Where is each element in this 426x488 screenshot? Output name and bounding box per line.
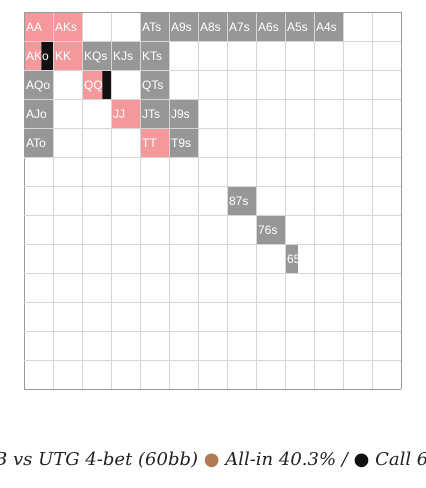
legend-call: Call 6	[375, 449, 426, 470]
segment-call	[41, 41, 53, 70]
segment-allin	[53, 41, 82, 70]
hand-label: A9s	[171, 20, 192, 34]
segment-allin	[24, 41, 42, 70]
segment-allin	[111, 99, 140, 128]
legend-prefix: B vs UTG 4-bet (60bb)	[0, 449, 199, 470]
segment-fold	[140, 12, 169, 41]
segment-fold	[227, 186, 256, 215]
hand-cell-a4s[interactable]: A4s	[314, 12, 343, 41]
hand-label: A7s	[229, 20, 250, 34]
segment-fold	[140, 41, 169, 70]
segment-allin	[53, 12, 82, 41]
hand-label: J9s	[171, 107, 190, 121]
hand-label: JJ	[113, 107, 125, 121]
hand-cell-kk[interactable]: KK	[53, 41, 82, 70]
grid-lines	[24, 12, 402, 390]
segment-fold	[24, 99, 53, 128]
hand-cell-a5s[interactable]: A5s	[285, 12, 314, 41]
hand-label: 76s	[258, 223, 277, 237]
segment-fold	[285, 12, 314, 41]
hand-cell-aks[interactable]: AKs	[53, 12, 82, 41]
hand-cell-qq[interactable]: QQ	[82, 70, 111, 99]
segment-fold	[256, 215, 285, 244]
segment-fold	[198, 12, 227, 41]
hand-cell-ato[interactable]: ATo	[24, 128, 53, 157]
hand-cell-aa[interactable]: AA	[24, 12, 53, 41]
hand-cell-tt[interactable]: TT	[140, 128, 169, 157]
hand-cell-a7s[interactable]: A7s	[227, 12, 256, 41]
hand-label: A4s	[316, 20, 337, 34]
segment-allin	[24, 12, 53, 41]
segment-allin	[82, 70, 103, 99]
segment-fold	[256, 12, 285, 41]
hand-cell-76s[interactable]: 76s	[256, 215, 285, 244]
chart-legend: B vs UTG 4-bet (60bb) ● All-in 40.3% / ●…	[0, 449, 426, 475]
hand-cell-a9s[interactable]: A9s	[169, 12, 198, 41]
hand-label: 65s	[287, 252, 306, 266]
segment-allin	[140, 128, 169, 157]
segment-fold	[227, 12, 256, 41]
hand-cell-a6s[interactable]: A6s	[256, 12, 285, 41]
segment-fold	[314, 12, 343, 41]
hand-cell-65s[interactable]: 65s	[285, 244, 306, 273]
hand-label: A5s	[287, 20, 308, 34]
segment-fold	[285, 244, 299, 273]
hand-label: JTs	[142, 107, 160, 121]
call-dot-icon: ●	[353, 449, 370, 470]
segment-fold	[169, 128, 198, 157]
hand-cell-jj[interactable]: JJ	[111, 99, 140, 128]
hand-label: T9s	[171, 136, 191, 150]
hand-cell-aqo[interactable]: AQo	[24, 70, 53, 99]
hand-cell-kqs[interactable]: KQs	[82, 41, 111, 70]
legend-separator: /	[341, 449, 348, 470]
hand-label: AA	[26, 20, 42, 34]
hand-cell-jts[interactable]: JTs	[140, 99, 169, 128]
hand-label: QQ	[84, 78, 103, 92]
hand-cell-t9s[interactable]: T9s	[169, 128, 198, 157]
segment-fold	[169, 12, 198, 41]
hand-label: KQs	[84, 49, 107, 63]
hand-cell-ats[interactable]: ATs	[140, 12, 169, 41]
segment-call	[102, 70, 111, 99]
segment-fold	[111, 41, 140, 70]
segment-fold	[140, 70, 169, 99]
hand-cell-kts[interactable]: KTs	[140, 41, 169, 70]
hand-cell-a8s[interactable]: A8s	[198, 12, 227, 41]
segment-fold	[24, 128, 53, 157]
hand-cell-qts[interactable]: QTs	[140, 70, 169, 99]
hand-label: AKo	[26, 49, 49, 63]
hand-label: AQo	[26, 78, 50, 92]
hand-label: KJs	[113, 49, 133, 63]
hand-label: QTs	[142, 78, 163, 92]
hand-label: ATo	[26, 136, 46, 150]
hand-cell-j9s[interactable]: J9s	[169, 99, 198, 128]
hand-label: TT	[142, 136, 157, 150]
hand-label: 87s	[229, 194, 248, 208]
hand-label: AKs	[55, 20, 77, 34]
segment-fold	[82, 41, 111, 70]
hand-cell-kjs[interactable]: KJs	[111, 41, 140, 70]
hand-cell-87s[interactable]: 87s	[227, 186, 256, 215]
hand-label: AJo	[26, 107, 47, 121]
range-grid: AA AKs ATs A9s A8s A7s A6s A5s A4s AKo KK KQs KJs KTs…	[24, 12, 402, 390]
segment-fold	[169, 99, 198, 128]
segment-fold	[24, 70, 53, 99]
allin-dot-icon: ●	[203, 449, 220, 470]
legend-allin: All-in 40.3%	[225, 449, 337, 470]
hand-label: A8s	[200, 20, 221, 34]
hand-label: KK	[55, 49, 71, 63]
segment-fold	[140, 99, 169, 128]
hand-label: ATs	[142, 20, 161, 34]
hand-cell-ajo[interactable]: AJo	[24, 99, 53, 128]
hand-label: KTs	[142, 49, 162, 63]
hand-label: A6s	[258, 20, 279, 34]
hand-cell-ako[interactable]: AKo	[24, 41, 53, 70]
